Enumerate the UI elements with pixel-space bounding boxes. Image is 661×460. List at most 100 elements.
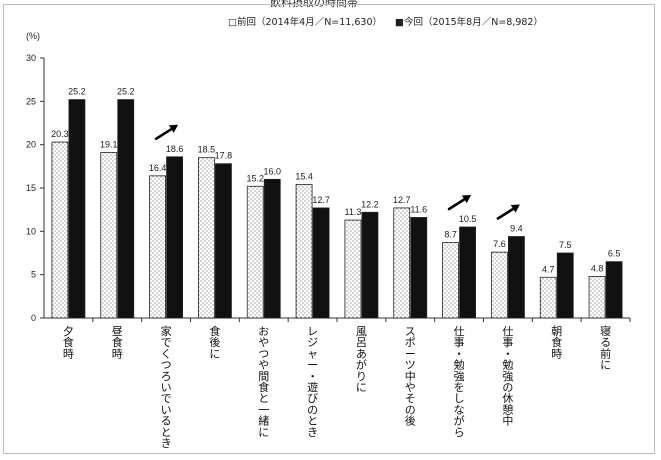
category-label-char: き [307, 426, 318, 439]
category-label-char: る [161, 415, 172, 428]
category-label-char: に [600, 359, 611, 372]
category-label-char: 緒 [258, 414, 269, 428]
category-label-char: 時 [63, 347, 74, 360]
bar-current-9 [508, 236, 525, 319]
y-axis-label: (%) [26, 31, 40, 41]
bar-current-11 [605, 261, 623, 319]
category-label-char: い [161, 381, 172, 394]
category-label-char: を [454, 381, 465, 394]
category-label-char: の [405, 403, 416, 416]
bar-current-1 [117, 99, 135, 319]
data-label-previous-10: 4.7 [542, 264, 555, 274]
category-label-char: 一 [258, 403, 269, 416]
category-label-char: 食 [112, 335, 123, 349]
category-label-char: び [307, 392, 318, 405]
arrow-icon [496, 204, 520, 220]
data-label-previous-11: 4.8 [591, 263, 604, 273]
y-tick-label: 25 [26, 96, 36, 106]
category-label-char: で [161, 336, 172, 349]
bar-previous-5 [295, 184, 313, 319]
category-label-char: 食 [209, 324, 220, 338]
category-label-char: と [258, 392, 269, 405]
category-label-char: 強 [454, 370, 465, 383]
category-label-char: ろ [161, 370, 172, 383]
category-label-char: 朝 [551, 325, 562, 338]
data-label-current-3: 17.8 [215, 151, 233, 161]
bar-previous-9 [491, 251, 508, 319]
bar-previous-7 [393, 207, 411, 319]
category-label-char: 休 [502, 392, 513, 405]
data-label-previous-6: 11.3 [344, 207, 361, 217]
category-label-char: つ [258, 347, 269, 360]
data-label-previous-3: 18.5 [198, 145, 216, 155]
category-label-char: 時 [551, 347, 562, 360]
category-label-char: や [258, 359, 269, 372]
bar-previous-11 [588, 275, 606, 319]
data-label-previous-1: 19.1 [100, 139, 118, 149]
category-label-char: 夕 [63, 325, 74, 338]
category-label-char: お [258, 325, 269, 338]
category-label-char: な [454, 403, 465, 416]
category-label-char: 前 [600, 346, 611, 360]
data-label-current-4: 16.0 [263, 166, 281, 176]
category-label-char: ツ [405, 359, 416, 372]
category-label-char: 食 [551, 335, 562, 349]
category-label-char: 事 [454, 336, 465, 349]
bar-previous-10 [539, 276, 557, 319]
bar-previous-2 [149, 175, 166, 319]
data-label-current-8: 10.5 [459, 214, 477, 224]
data-label-current-5: 12.7 [312, 195, 330, 205]
data-label-previous-9: 7.6 [493, 239, 506, 249]
category-label-char: そ [405, 392, 416, 405]
category-label-char: に [258, 426, 269, 439]
category-label-char: く [161, 347, 172, 360]
category-label-char: 強 [502, 370, 513, 383]
category-labels: 夕食時昼食時家でくつろいでいるとき食後におやつや間食と一緒にレジャー・遊びのとき… [63, 318, 631, 450]
y-tick-label: 30 [26, 53, 36, 63]
category-label-char: あ [356, 347, 367, 360]
bar-current-3 [215, 163, 232, 319]
category-label-char: 遊 [307, 380, 318, 394]
category-label-char: 中 [405, 370, 416, 383]
category-label-char: 食 [258, 380, 269, 394]
category-label-char: し [454, 392, 465, 405]
data-label-current-1: 25.2 [117, 87, 135, 97]
bar-current-10 [556, 252, 574, 319]
category-label-char: ャ [307, 347, 318, 360]
bar-previous-1 [100, 152, 118, 319]
y-tick-label: 20 [26, 140, 36, 150]
data-label-current-7: 11.6 [410, 204, 427, 214]
data-label-previous-0: 20.3 [51, 129, 69, 139]
bar-previous-4 [246, 185, 264, 319]
category-label-char: 仕 [502, 325, 513, 338]
bar-previous-6 [344, 219, 362, 319]
category-label-char: 時 [112, 347, 123, 360]
bar-current-2 [166, 156, 183, 319]
category-label-char: 憩 [502, 402, 513, 416]
data-label-current-0: 25.2 [68, 87, 86, 97]
category-label-char: ら [454, 426, 465, 439]
bar-previous-8 [442, 242, 459, 319]
category-label-char: る [600, 336, 611, 349]
data-label-current-11: 6.5 [608, 249, 621, 259]
category-label-char: に [356, 381, 367, 394]
bar-current-5 [312, 207, 330, 319]
category-label-char: り [356, 370, 367, 383]
category-label-char: 風 [356, 325, 367, 338]
data-label-current-9: 9.4 [510, 224, 523, 234]
annotations [154, 124, 520, 220]
category-label-char: ポ [405, 336, 416, 349]
category-label-char: の [502, 381, 513, 394]
bar-current-6 [361, 211, 379, 319]
category-label-char: ー [307, 359, 318, 372]
category-label-char: き [161, 437, 172, 450]
category-label-char: 昼 [112, 325, 123, 338]
data-label-current-6: 12.2 [361, 199, 379, 209]
category-label-char: 勉 [454, 358, 465, 372]
category-label-char: ・ [502, 347, 513, 360]
legend-entry-previous: □前回（2014年4月／N=11,630） [228, 16, 382, 28]
data-label-previous-5: 15.4 [295, 172, 313, 182]
category-label-char: ・ [307, 370, 318, 383]
category-label-char: 中 [502, 415, 513, 428]
